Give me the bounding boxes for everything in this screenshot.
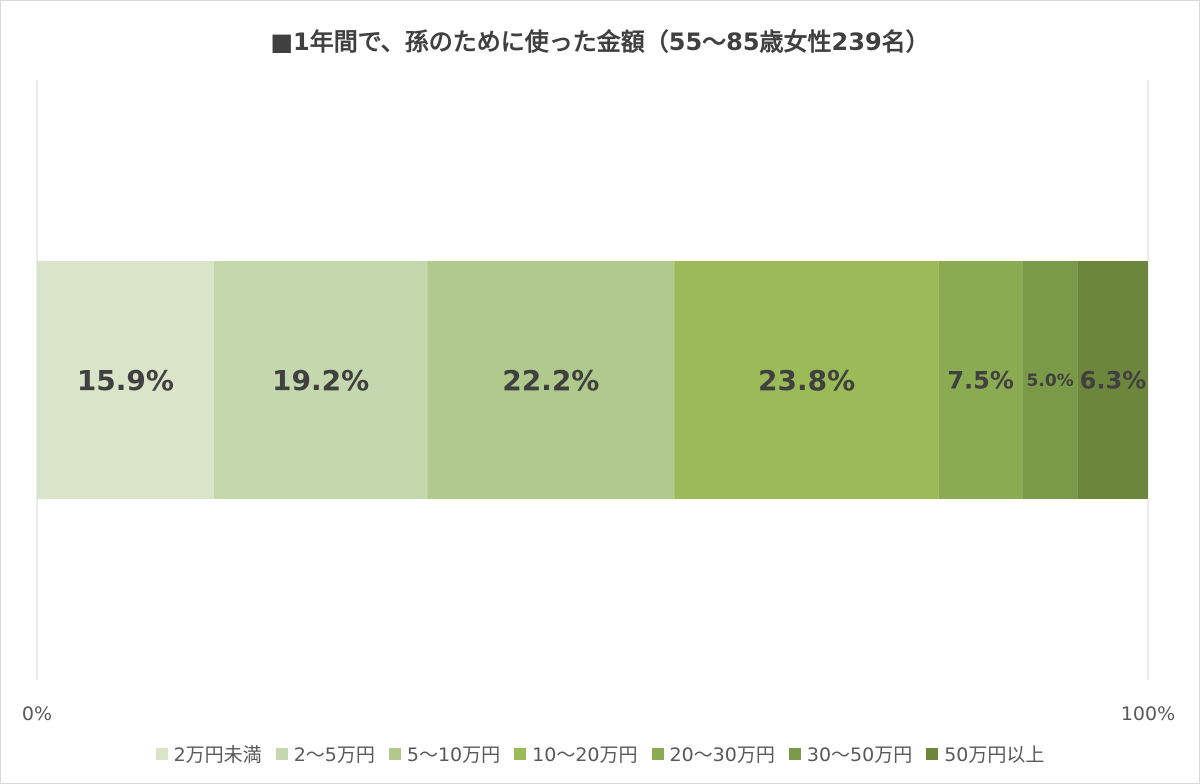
- legend-label: 2～5万円: [293, 744, 375, 766]
- x-tick-label: 0%: [22, 703, 52, 725]
- legend-label: 10～20万円: [532, 744, 638, 766]
- legend-swatch: [275, 747, 288, 760]
- legend-item-4: 20～30万円: [651, 740, 775, 767]
- legend-label: 20～30万円: [669, 744, 775, 766]
- legend-item-5: 30～50万円: [788, 740, 913, 767]
- legend-label: 5～10万円: [406, 744, 501, 766]
- legend-swatch: [651, 747, 664, 760]
- bar-layer: [37, 261, 1148, 499]
- chart-title: ■1年間で、孫のために使った金額（55～85歳女性239名）: [270, 28, 930, 56]
- data-label-2: 22.2%: [502, 364, 599, 397]
- legend-label: 50万円以上: [944, 744, 1045, 766]
- data-label-1: 19.2%: [272, 364, 369, 397]
- legend: 2万円未満 2～5万円 5～10万円 10～20万円 20～30万円 30～50万円 50万…: [0, 740, 1200, 767]
- bar-segment-6: [1077, 261, 1148, 499]
- legend-swatch: [926, 747, 939, 760]
- data-label-layer: 15.9% 19.2% 22.2% 23.8% 7.5% 5.0% 6.3%: [77, 364, 1146, 397]
- legend-item-1: 2～5万円: [275, 740, 375, 767]
- bar-segment-4: [938, 261, 1023, 499]
- data-label-4: 7.5%: [947, 367, 1014, 395]
- legend-item-3: 10～20万円: [514, 740, 638, 767]
- legend-label: 2万円未満: [173, 744, 262, 766]
- bar-segment-0: [37, 261, 214, 499]
- bar-segment-1: [213, 261, 428, 499]
- tick-label-layer: 0% 100%: [22, 703, 1175, 725]
- legend-swatch: [514, 747, 527, 760]
- bar-segment-2: [427, 261, 675, 499]
- legend-item-0: 2万円未満: [155, 740, 262, 767]
- x-tick-label: 100%: [1121, 703, 1175, 725]
- data-label-3: 23.8%: [758, 364, 855, 397]
- legend-swatch: [388, 747, 401, 760]
- bar-segment-3: [674, 261, 939, 499]
- bar-segment-5: [1022, 261, 1078, 499]
- legend-item-2: 5～10万円: [388, 740, 501, 767]
- data-label-0: 15.9%: [77, 364, 174, 397]
- legend-swatch: [155, 747, 168, 760]
- data-label-5: 5.0%: [1027, 371, 1074, 391]
- legend-swatch: [788, 747, 801, 760]
- legend-label: 30～50万円: [806, 744, 913, 766]
- legend-item-6: 50万円以上: [926, 740, 1044, 767]
- data-label-6: 6.3%: [1080, 367, 1147, 395]
